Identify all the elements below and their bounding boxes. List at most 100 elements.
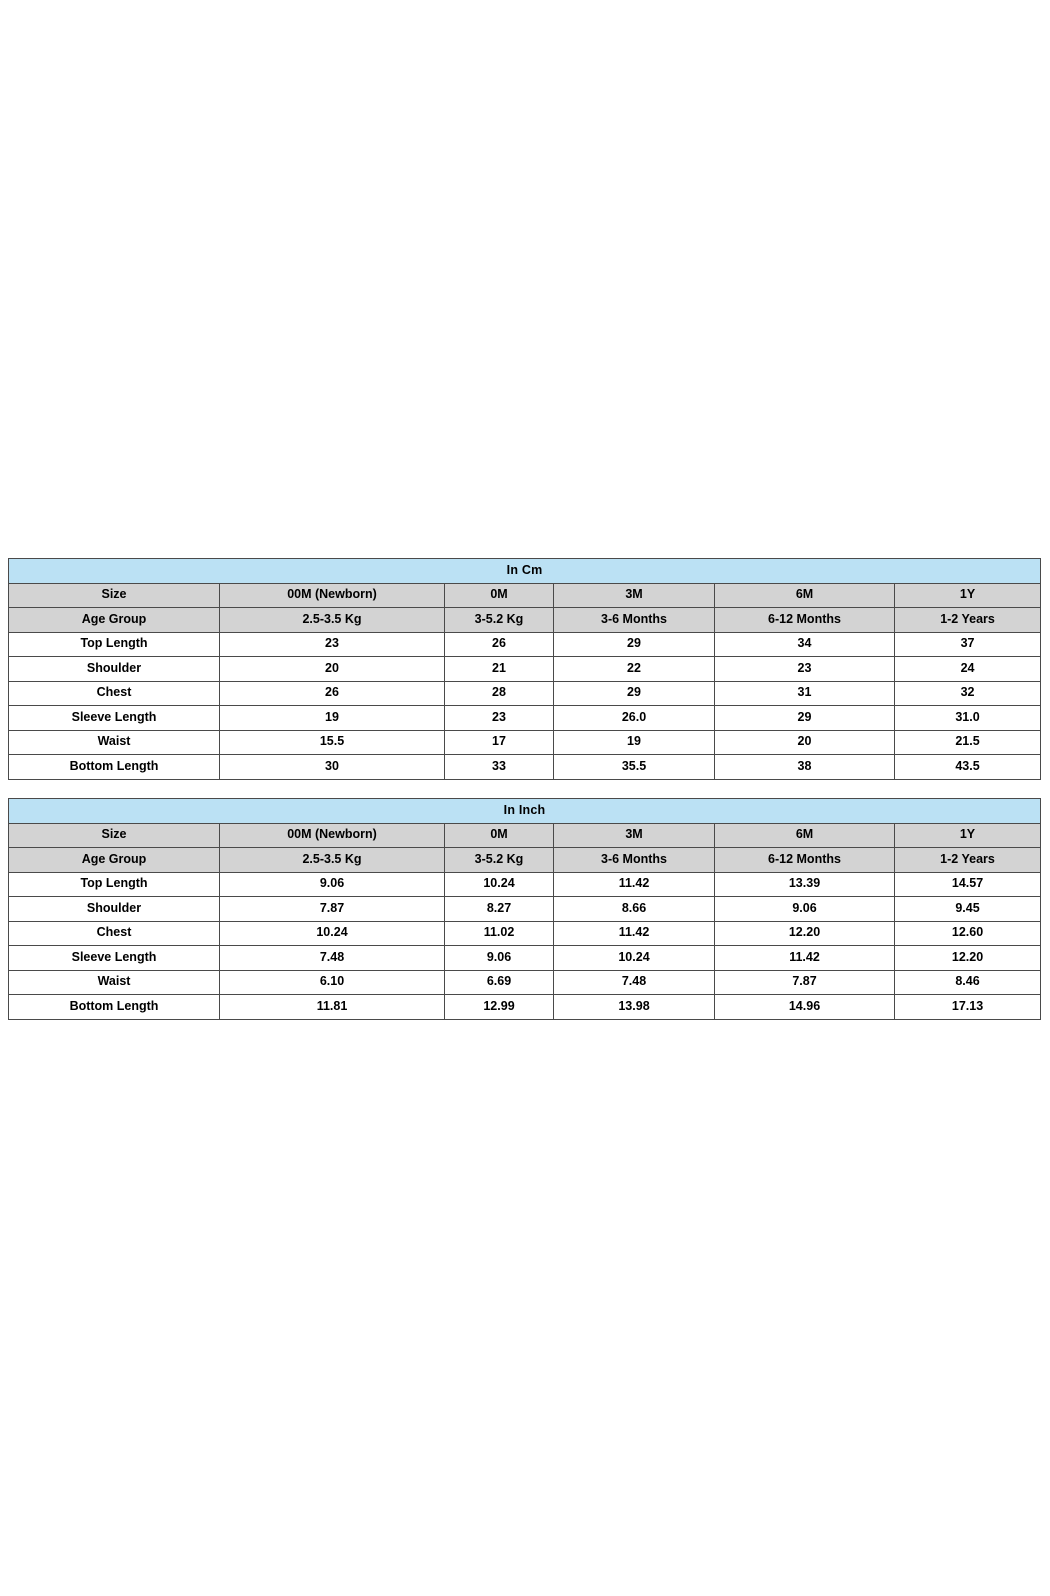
header-age-3m: 3-6 Months (553, 607, 715, 633)
cell-inch-waist-6m: 7.87 (714, 969, 895, 995)
header-size-6m: 6M (714, 822, 895, 848)
cell-cm-shoulder-6m: 23 (714, 656, 895, 682)
cell-cm-top-length-1y: 37 (893, 631, 1042, 657)
cell-cm-chest-6m: 31 (714, 680, 895, 706)
cell-cm-waist-00m: 15.5 (219, 729, 445, 755)
header-age-00m: 2.5-3.5 Kg (219, 847, 445, 873)
cell-inch-shoulder-1y: 9.45 (893, 896, 1042, 922)
row-label-top-length: Top Length (8, 871, 220, 897)
cell-cm-bottom-length-6m: 38 (714, 754, 895, 780)
cell-cm-bottom-length-00m: 30 (219, 754, 445, 780)
cell-inch-waist-0m: 6.69 (444, 969, 554, 995)
cell-inch-shoulder-0m: 8.27 (444, 896, 554, 922)
cell-inch-sleeve-length-6m: 11.42 (714, 945, 895, 971)
cell-cm-chest-3m: 29 (553, 680, 715, 706)
cell-cm-waist-6m: 20 (714, 729, 895, 755)
cell-inch-bottom-length-0m: 12.99 (444, 994, 554, 1020)
cell-cm-sleeve-length-3m: 26.0 (553, 705, 715, 731)
header-row-size: Size 00M (Newborn) 0M 3M 6M 1Y (8, 822, 1042, 848)
header-age-6m: 6-12 Months (714, 607, 895, 633)
cell-cm-top-length-0m: 26 (444, 631, 554, 657)
table-body-cm: In Cm Size 00M (Newborn) 0M 3M 6M 1Y Age… (7, 558, 1042, 780)
header-age-6m: 6-12 Months (714, 847, 895, 873)
table-row: Chest 26 28 29 31 32 (8, 680, 1042, 706)
cell-cm-waist-1y: 21.5 (893, 729, 1042, 755)
table-row: Sleeve Length 7.48 9.06 10.24 11.42 12.2… (8, 945, 1042, 971)
header-label-size: Size (8, 582, 220, 608)
cell-cm-chest-00m: 26 (219, 680, 445, 706)
header-label-age-group: Age Group (8, 607, 220, 633)
header-row-age-group: Age Group 2.5-3.5 Kg 3-5.2 Kg 3-6 Months… (8, 847, 1042, 873)
table-row: Waist 15.5 17 19 20 21.5 (8, 729, 1042, 755)
cell-inch-top-length-6m: 13.39 (714, 871, 895, 897)
header-size-3m: 3M (553, 822, 715, 848)
cell-cm-top-length-3m: 29 (553, 631, 715, 657)
row-label-chest: Chest (8, 680, 220, 706)
header-size-3m: 3M (553, 582, 715, 608)
unit-title-inch: In Inch (7, 798, 1042, 824)
unit-title-cm: In Cm (7, 558, 1042, 584)
header-label-age-group: Age Group (8, 847, 220, 873)
cell-cm-chest-1y: 32 (893, 680, 1042, 706)
cell-cm-sleeve-length-1y: 31.0 (893, 705, 1042, 731)
unit-title-row: In Cm (7, 558, 1042, 584)
cell-inch-shoulder-00m: 7.87 (219, 896, 445, 922)
row-label-sleeve-length: Sleeve Length (8, 705, 220, 731)
cell-inch-bottom-length-1y: 17.13 (893, 994, 1042, 1020)
header-label-size: Size (8, 822, 220, 848)
cell-inch-top-length-00m: 9.06 (219, 871, 445, 897)
unit-title-row: In Inch (7, 798, 1042, 824)
header-size-0m: 0M (444, 582, 554, 608)
table-body-inch: In Inch Size 00M (Newborn) 0M 3M 6M 1Y A… (7, 798, 1042, 1020)
cell-inch-chest-0m: 11.02 (444, 920, 554, 946)
cell-inch-shoulder-6m: 9.06 (714, 896, 895, 922)
row-label-chest: Chest (8, 920, 220, 946)
header-age-0m: 3-5.2 Kg (444, 847, 554, 873)
cell-cm-shoulder-3m: 22 (553, 656, 715, 682)
cell-inch-waist-3m: 7.48 (553, 969, 715, 995)
header-age-00m: 2.5-3.5 Kg (219, 607, 445, 633)
cell-cm-waist-0m: 17 (444, 729, 554, 755)
cell-cm-bottom-length-0m: 33 (444, 754, 554, 780)
row-label-top-length: Top Length (8, 631, 220, 657)
cell-inch-sleeve-length-3m: 10.24 (553, 945, 715, 971)
cell-inch-top-length-3m: 11.42 (553, 871, 715, 897)
row-label-waist: Waist (8, 729, 220, 755)
size-chart-table-inch: In Inch Size 00M (Newborn) 0M 3M 6M 1Y A… (7, 798, 1042, 1020)
table-row: Shoulder 7.87 8.27 8.66 9.06 9.45 (8, 896, 1042, 922)
cell-cm-sleeve-length-6m: 29 (714, 705, 895, 731)
header-age-0m: 3-5.2 Kg (444, 607, 554, 633)
cell-inch-bottom-length-6m: 14.96 (714, 994, 895, 1020)
cell-inch-bottom-length-3m: 13.98 (553, 994, 715, 1020)
header-size-00m: 00M (Newborn) (219, 822, 445, 848)
table-row: Waist 6.10 6.69 7.48 7.87 8.46 (8, 969, 1042, 995)
cell-cm-shoulder-1y: 24 (893, 656, 1042, 682)
row-label-bottom-length: Bottom Length (8, 994, 220, 1020)
header-age-3m: 3-6 Months (553, 847, 715, 873)
table-row: Bottom Length 11.81 12.99 13.98 14.96 17… (8, 994, 1042, 1020)
cell-inch-bottom-length-00m: 11.81 (219, 994, 445, 1020)
cell-inch-sleeve-length-1y: 12.20 (893, 945, 1042, 971)
row-label-sleeve-length: Sleeve Length (8, 945, 220, 971)
cell-cm-chest-0m: 28 (444, 680, 554, 706)
table-row: Sleeve Length 19 23 26.0 29 31.0 (8, 705, 1042, 731)
cell-cm-shoulder-0m: 21 (444, 656, 554, 682)
header-size-6m: 6M (714, 582, 895, 608)
table-row: Shoulder 20 21 22 23 24 (8, 656, 1042, 682)
row-label-shoulder: Shoulder (8, 656, 220, 682)
row-label-bottom-length: Bottom Length (8, 754, 220, 780)
cell-inch-chest-1y: 12.60 (893, 920, 1042, 946)
cell-inch-top-length-0m: 10.24 (444, 871, 554, 897)
cell-cm-sleeve-length-0m: 23 (444, 705, 554, 731)
cell-cm-top-length-6m: 34 (714, 631, 895, 657)
cell-inch-chest-3m: 11.42 (553, 920, 715, 946)
header-size-1y: 1Y (893, 822, 1042, 848)
cell-inch-sleeve-length-0m: 9.06 (444, 945, 554, 971)
header-size-00m: 00M (Newborn) (219, 582, 445, 608)
cell-inch-chest-00m: 10.24 (219, 920, 445, 946)
cell-cm-bottom-length-3m: 35.5 (553, 754, 715, 780)
cell-inch-waist-00m: 6.10 (219, 969, 445, 995)
cell-inch-shoulder-3m: 8.66 (553, 896, 715, 922)
header-row-age-group: Age Group 2.5-3.5 Kg 3-5.2 Kg 3-6 Months… (8, 607, 1042, 633)
